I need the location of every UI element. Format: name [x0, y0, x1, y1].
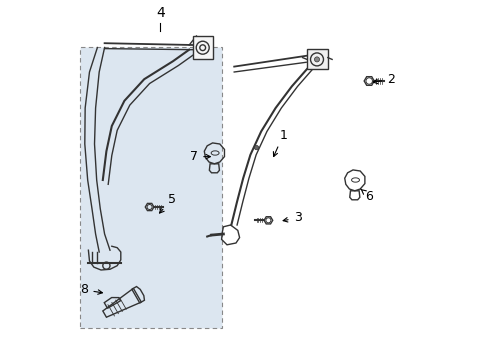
Bar — [307, 49, 328, 69]
Text: 7: 7 — [190, 150, 210, 163]
Text: 4: 4 — [156, 6, 165, 19]
Text: 1: 1 — [273, 129, 287, 157]
Text: 8: 8 — [80, 283, 102, 296]
Bar — [80, 47, 222, 328]
Circle shape — [315, 57, 319, 62]
Circle shape — [254, 145, 259, 150]
Text: 6: 6 — [361, 189, 373, 203]
Bar — [193, 36, 213, 59]
Text: 3: 3 — [283, 211, 301, 224]
Text: 5: 5 — [160, 193, 175, 213]
Text: 2: 2 — [373, 73, 395, 86]
